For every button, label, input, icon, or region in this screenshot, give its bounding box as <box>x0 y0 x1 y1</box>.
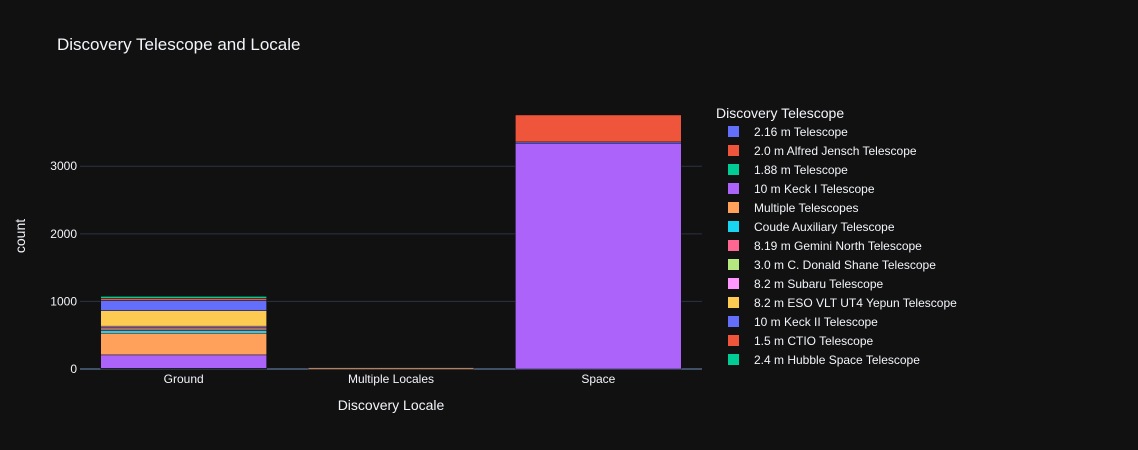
legend-swatch[interactable] <box>728 354 739 365</box>
bar-segment <box>100 296 267 299</box>
legend-title: Discovery Telescope <box>716 105 844 121</box>
legend-item-label[interactable]: 2.16 m Telescope <box>754 125 848 139</box>
legend-item-label[interactable]: 1.88 m Telescope <box>754 163 848 177</box>
bar-stacks <box>100 114 682 370</box>
legend-item-label[interactable]: 8.2 m ESO VLT UT4 Yepun Telescope <box>754 296 957 310</box>
legend-swatch[interactable] <box>728 183 739 194</box>
legend-swatch[interactable] <box>728 202 739 213</box>
bar-segment <box>100 310 267 327</box>
legend-item-label[interactable]: 10 m Keck I Telescope <box>754 182 875 196</box>
bar-segment <box>100 300 267 311</box>
legend-item-label[interactable]: Coude Auxiliary Telescope <box>754 220 895 234</box>
legend-swatch[interactable] <box>728 164 739 175</box>
bar-segment <box>100 332 267 356</box>
legend-swatch[interactable] <box>728 221 739 232</box>
x-tick-label: Space <box>581 372 615 386</box>
legend-swatch[interactable] <box>728 126 739 137</box>
bar-segment <box>307 367 475 370</box>
y-tick-label: 1000 <box>50 294 77 308</box>
x-axis-label: Discovery Locale <box>338 397 445 413</box>
bar-segment <box>100 328 267 331</box>
y-tick-label: 0 <box>70 362 77 376</box>
x-tick-label: Multiple Locales <box>348 372 434 386</box>
bar-segment <box>100 298 267 301</box>
y-axis-ticks: 0 1000 2000 3000 <box>50 159 77 376</box>
x-axis-ticks: Ground Multiple Locales Space <box>164 372 616 386</box>
legend-item-label[interactable]: 10 m Keck II Telescope <box>754 315 878 329</box>
x-tick-label: Ground <box>164 372 204 386</box>
bar-segment <box>100 354 267 369</box>
chart-title: Discovery Telescope and Locale <box>57 35 301 54</box>
legend-item-label[interactable]: 2.0 m Alfred Jensch Telescope <box>754 144 917 158</box>
legend-swatch[interactable] <box>728 278 739 289</box>
legend-swatch[interactable] <box>728 316 739 327</box>
y-tick-label: 2000 <box>50 227 77 241</box>
legend-swatch[interactable] <box>728 240 739 251</box>
legend-swatch[interactable] <box>728 259 739 270</box>
legend: Discovery Telescope 2.16 m Telescope 2.0 … <box>716 105 957 367</box>
bar-segment <box>515 143 682 370</box>
y-tick-label: 3000 <box>50 159 77 173</box>
legend-item-label[interactable]: 2.4 m Hubble Space Telescope <box>754 353 920 367</box>
legend-item-label[interactable]: 8.2 m Subaru Telescope <box>754 277 884 291</box>
legend-swatch[interactable] <box>728 335 739 346</box>
legend-swatch[interactable] <box>728 145 739 156</box>
legend-item-label[interactable]: 1.5 m CTIO Telescope <box>754 334 873 348</box>
legend-item-label[interactable]: 3.0 m C. Donald Shane Telescope <box>754 258 936 272</box>
legend-swatch[interactable] <box>728 297 739 308</box>
legend-item-label[interactable]: Multiple Telescopes <box>754 201 859 215</box>
bar-segment <box>515 114 682 143</box>
bar-segment <box>100 330 267 334</box>
y-axis-label: count <box>12 219 28 253</box>
legend-item-label[interactable]: 8.19 m Gemini North Telescope <box>754 239 922 253</box>
